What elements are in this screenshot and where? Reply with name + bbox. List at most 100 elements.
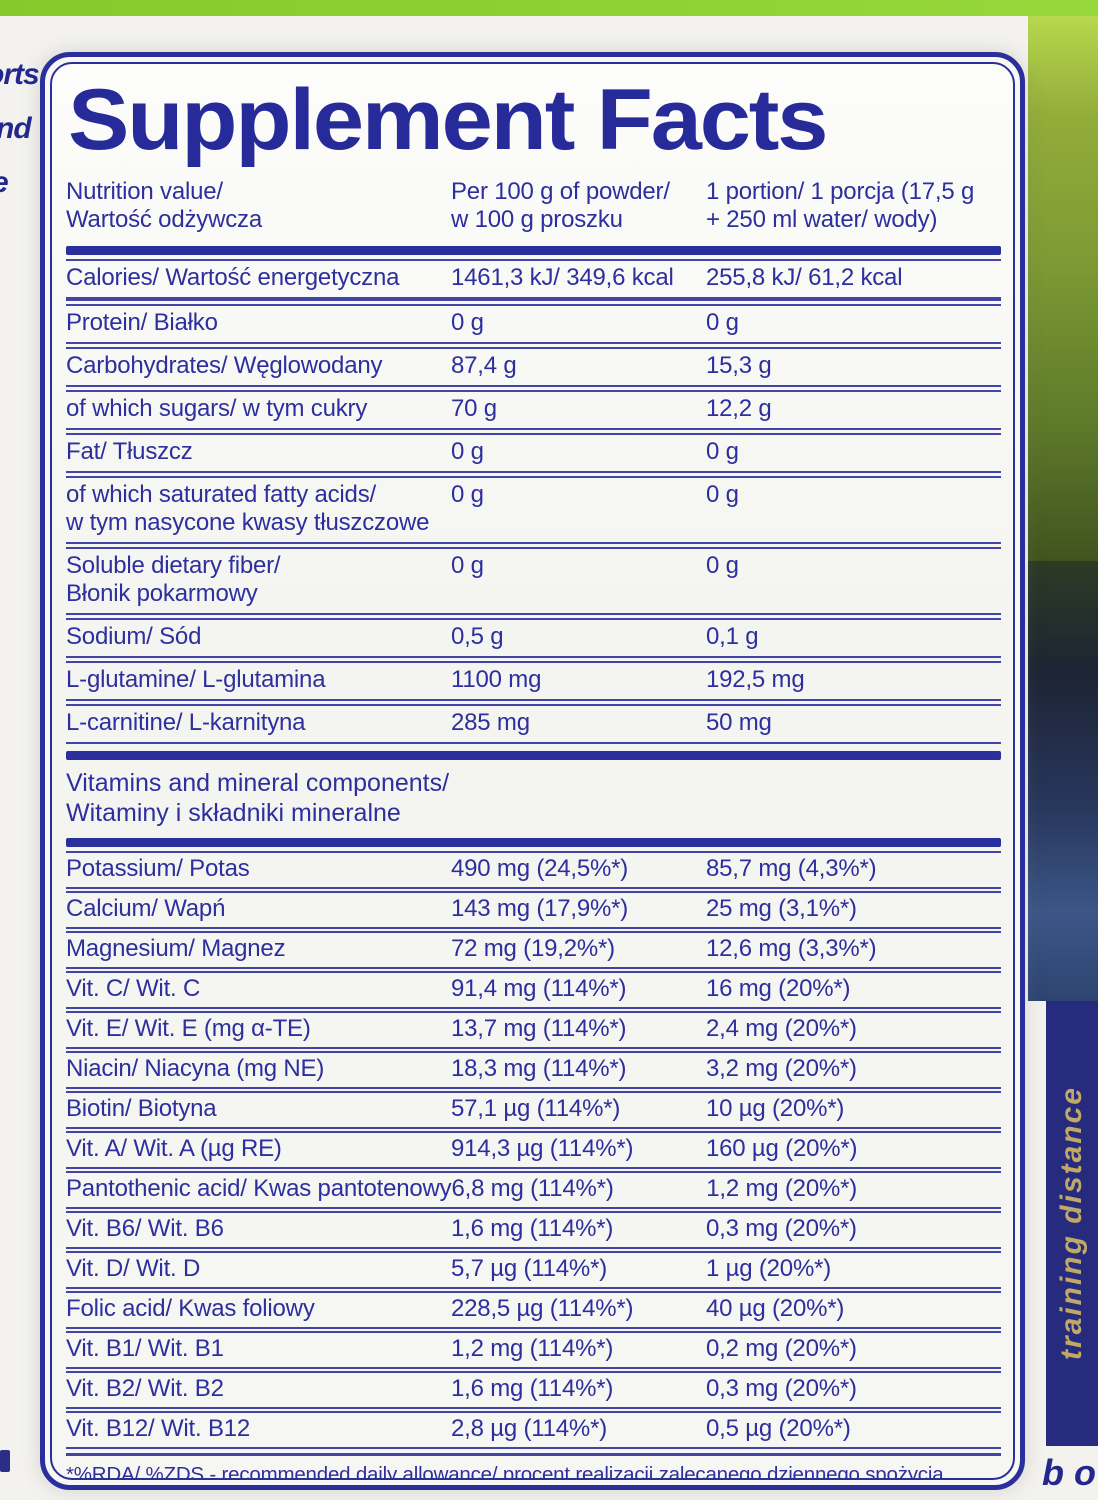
- header-line: Per 100 g of powder/: [451, 178, 670, 205]
- grass-photo-area: [1028, 16, 1098, 561]
- row-label: Biotin/ Biotyna: [66, 1095, 217, 1122]
- table-row: Vit. C/ Wit. C 91,4 mg (114%*) 16 mg (20%*…: [66, 971, 1001, 1009]
- separator-bar: [66, 246, 1001, 255]
- row-label: Vit. B12/ Wit. B12: [66, 1415, 251, 1442]
- row-label: Protein/ Białko: [66, 309, 218, 336]
- table-row: Soluble dietary fiber/Błonik pokarmowy 0 …: [66, 547, 1001, 615]
- table-row: Magnesium/ Magnez 72 mg (19,2%*) 12,6 mg (…: [66, 931, 1001, 969]
- text-fragment: nd: [0, 112, 32, 145]
- row-value-per-portion: 0 g: [706, 309, 739, 336]
- row-value-per-100g: 57,1 µg (114%*): [451, 1095, 621, 1122]
- row-value-per-portion: 16 mg (20%*): [706, 975, 851, 1002]
- row-label: Pantothenic acid/ Kwas pantotenowy: [66, 1175, 452, 1202]
- row-value-per-100g: 490 mg (24,5%*): [451, 855, 629, 882]
- row-value-per-portion: 1 µg (20%*): [706, 1255, 832, 1282]
- header-line: w 100 g proszku: [451, 206, 623, 233]
- row-label: Folic acid/ Kwas foliowy: [66, 1295, 315, 1322]
- section-header-line: Witaminy i składniki mineralne: [66, 799, 401, 827]
- row-label: Vit. B1/ Wit. B1: [66, 1335, 224, 1362]
- row-label: Vit. A/ Wit. A (µg RE): [66, 1135, 282, 1162]
- row-label: Soluble dietary fiber/Błonik pokarmowy: [66, 552, 281, 607]
- row-value-per-portion: 0 g: [706, 438, 739, 465]
- table-row: Pantothenic acid/ Kwas pantotenowy 6,8 mg…: [66, 1171, 1001, 1209]
- table-row: Niacin/ Niacyna (mg NE) 18,3 mg (114%*) 3,…: [66, 1051, 1001, 1089]
- row-label: Calcium/ Wapń: [66, 895, 226, 922]
- row-label: Vit. B2/ Wit. B2: [66, 1375, 224, 1402]
- header-line: 1 portion/ 1 porcja (17,5 g: [706, 178, 975, 205]
- row-value-per-portion: 0,1 g: [706, 623, 759, 650]
- bottom-right-text-fragment: b o: [1042, 1452, 1096, 1493]
- row-label: L-glutamine/ L-glutamina: [66, 666, 326, 693]
- row-value-per-portion: 1,2 mg (20%*): [706, 1175, 858, 1202]
- row-value-per-100g: 1,6 mg (114%*): [451, 1375, 614, 1402]
- dark-photo-area: [1028, 561, 1098, 1001]
- table-row: Sodium/ Sód 0,5 g 0,1 g: [66, 618, 1001, 658]
- footnote-row: *%RDA/ %ZDS - recommended daily allowanc…: [66, 1453, 1001, 1478]
- supplement-facts-inner: Supplement Facts Nutrition value/ Wartoś…: [50, 62, 1015, 1480]
- row-value-per-100g: 0 g: [451, 481, 484, 508]
- header-per-100g: Per 100 g of powder/ w 100 g proszku: [451, 178, 706, 234]
- table-row: Vit. B12/ Wit. B12 2,8 µg (114%*) 0,5 µg (…: [66, 1411, 1001, 1449]
- table-row: L-carnitine/ L-karnityna 285 mg 50 mg: [66, 704, 1001, 744]
- row-value-per-portion: 50 mg: [706, 709, 772, 736]
- row-value-per-100g: 143 mg (17,9%*): [451, 895, 629, 922]
- row-value-per-portion: 160 µg (20%*): [706, 1135, 858, 1162]
- table-row: Carbohydrates/ Węglowodany 87,4 g 15,3 g: [66, 347, 1001, 387]
- row-label: Carbohydrates/ Węglowodany: [66, 352, 383, 379]
- row-label: Magnesium/ Magnez: [66, 935, 286, 962]
- row-value-per-portion: 0,5 µg (20%*): [706, 1415, 851, 1442]
- table-row: Calories/ Wartość energetyczna 1461,3 kJ/…: [66, 259, 1001, 301]
- training-distance-text: training distance: [1055, 1086, 1088, 1361]
- nutrition-rows: Calories/ Wartość energetyczna 1461,3 kJ/…: [66, 259, 1001, 747]
- table-row: Fat/ Tłuszcz 0 g 0 g: [66, 433, 1001, 473]
- row-value-per-100g: 1,2 mg (114%*): [451, 1335, 614, 1362]
- section-header-line: Vitamins and mineral components/: [66, 769, 450, 797]
- row-value-per-portion: 12,2 g: [706, 395, 772, 422]
- training-distance-band: training distance: [1046, 1001, 1098, 1446]
- supplement-facts-panel: Supplement Facts Nutrition value/ Wartoś…: [40, 52, 1025, 1490]
- panel-title: Supplement Facts: [68, 72, 828, 168]
- row-value-per-100g: 0,5 g: [451, 623, 504, 650]
- row-value-per-100g: 2,8 µg (114%*): [451, 1415, 608, 1442]
- row-label: Vit. C/ Wit. C: [66, 975, 201, 1002]
- separator-bar: [66, 751, 1001, 760]
- header-line: Wartość odżywcza: [66, 206, 262, 233]
- row-value-per-portion: 2,4 mg (20%*): [706, 1015, 857, 1042]
- row-label: Sodium/ Sód: [66, 623, 202, 650]
- table-row: Vit. A/ Wit. A (µg RE) 914,3 µg (114%*) 16…: [66, 1131, 1001, 1169]
- table-header: Nutrition value/ Wartość odżywcza Per 10…: [66, 176, 1001, 242]
- row-value-per-100g: 72 mg (19,2%*): [451, 935, 615, 962]
- row-value-per-portion: 3,2 mg (20%*): [706, 1055, 857, 1082]
- table-row: Vit. E/ Wit. E (mg α-TE) 13,7 mg (114%*) 2…: [66, 1011, 1001, 1049]
- header-line: + 250 ml water/ wody): [706, 206, 938, 233]
- row-value-per-portion: 25 mg (3,1%*): [706, 895, 857, 922]
- table-row: Vit. B1/ Wit. B1 1,2 mg (114%*) 0,2 mg (20…: [66, 1331, 1001, 1369]
- row-value-per-100g: 0 g: [451, 309, 484, 336]
- table-row: Calcium/ Wapń 143 mg (17,9%*) 25 mg (3,1%*…: [66, 891, 1001, 929]
- row-value-per-100g: 0 g: [451, 552, 484, 579]
- row-value-per-100g: 87,4 g: [451, 352, 517, 379]
- table-row: Protein/ Białko 0 g 0 g: [66, 304, 1001, 344]
- row-value-per-100g: 13,7 mg (114%*): [451, 1015, 627, 1042]
- row-value-per-100g: 228,5 µg (114%*): [451, 1295, 634, 1322]
- green-cap-strip: [0, 0, 1098, 16]
- vitamin-rows: Potassium/ Potas 490 mg (24,5%*) 85,7 mg (…: [66, 851, 1001, 1451]
- row-label: Potassium/ Potas: [66, 855, 250, 882]
- header-per-portion: 1 portion/ 1 porcja (17,5 g + 250 ml wat…: [706, 178, 1001, 234]
- background-photo-strip: training distance b o: [1028, 16, 1098, 1500]
- row-label: L-carnitine/ L-karnityna: [66, 709, 306, 736]
- row-value-per-100g: 1461,3 kJ/ 349,6 kcal: [451, 264, 674, 291]
- table-row: Potassium/ Potas 490 mg (24,5%*) 85,7 mg (…: [66, 851, 1001, 889]
- row-label: Vit. D/ Wit. D: [66, 1255, 201, 1282]
- row-value-per-portion: 0,3 mg (20%*): [706, 1375, 857, 1402]
- row-value-per-portion: 10 µg (20%*): [706, 1095, 845, 1122]
- row-label: Vit. E/ Wit. E (mg α-TE): [66, 1015, 311, 1042]
- header-line: Nutrition value/: [66, 178, 223, 205]
- row-value-per-portion: 0 g: [706, 481, 739, 508]
- row-value-per-100g: 6,8 mg (114%*): [451, 1175, 614, 1202]
- row-value-per-100g: 1100 mg: [451, 666, 542, 693]
- table-row: of which saturated fatty acids/w tym nas…: [66, 476, 1001, 544]
- row-label: Calories/ Wartość energetyczna: [66, 264, 400, 291]
- row-value-per-100g: 0 g: [451, 438, 484, 465]
- row-value-per-portion: 15,3 g: [706, 352, 772, 379]
